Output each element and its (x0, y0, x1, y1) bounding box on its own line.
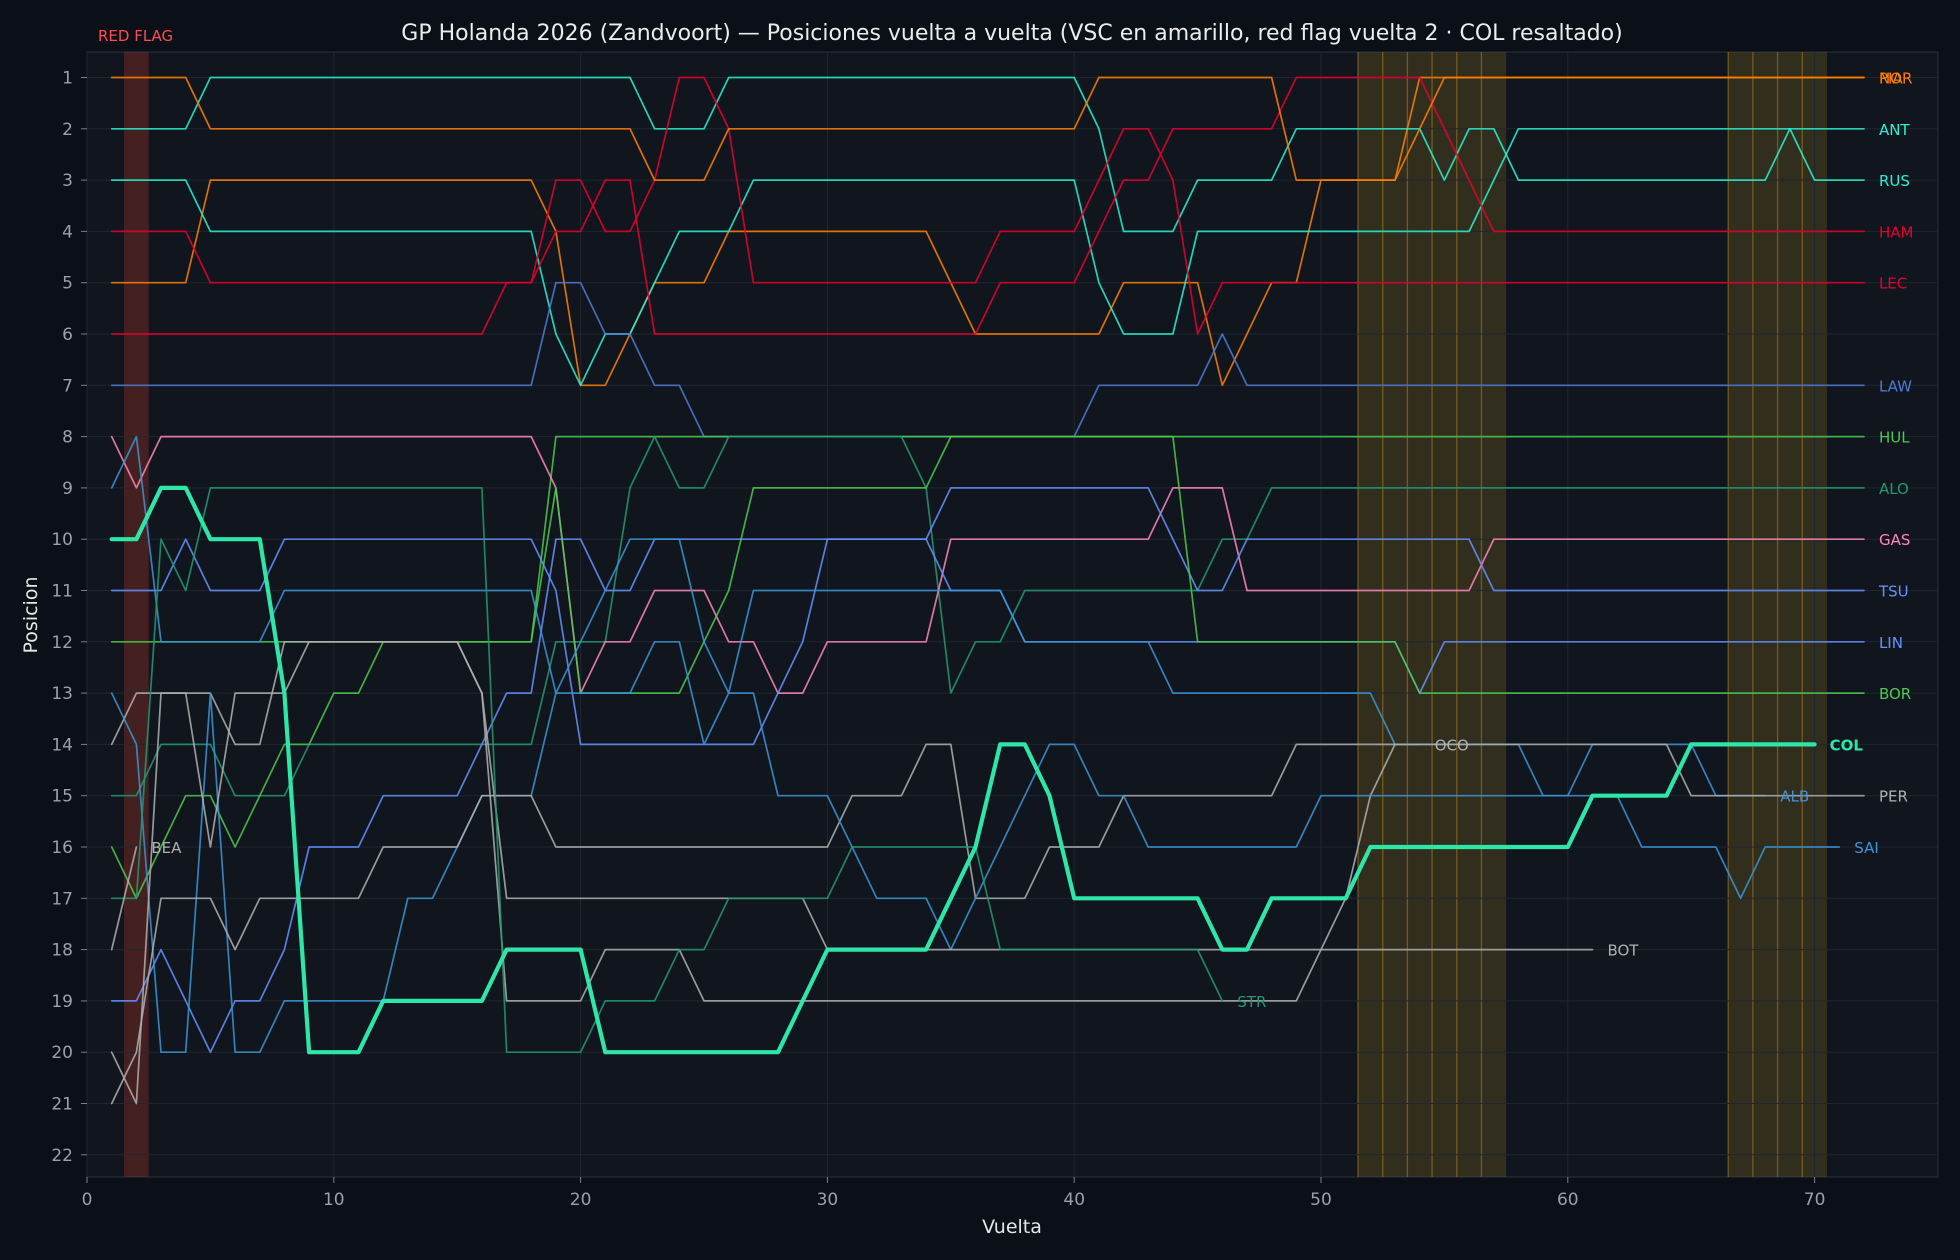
driver-lines (109, 76, 1865, 1105)
y-tick-label: 22 (51, 1146, 73, 1166)
track-status-bands (124, 52, 1827, 1177)
series-label-bot: BOT (1607, 942, 1639, 960)
x-tick-label: 60 (1557, 1190, 1579, 1210)
y-tick-label: 15 (51, 787, 73, 807)
series-label-sai: SAI (1854, 839, 1879, 857)
y-tick-label: 17 (51, 889, 73, 909)
x-axis-ticks: 0 10 20 30 40 50 60 70 (82, 1177, 1826, 1210)
chart-title: GP Holanda 2026 (Zandvoort) — Posiciones… (401, 21, 1622, 46)
series-label-gas: GAS (1879, 531, 1910, 549)
y-tick-label: 16 (51, 838, 73, 858)
series-line-ham (110, 76, 1865, 335)
driver-labels: NOR ANT RUS HAM LEC PIA LAW HUL ALO GAS TSU LIN BOR O… (151, 70, 1913, 1011)
series-label-tsu: TSU (1878, 583, 1909, 601)
series-label-rus: RUS (1879, 172, 1910, 190)
y-tick-label: 10 (51, 530, 73, 550)
series-label-per: PER (1879, 788, 1908, 806)
y-tick-label: 7 (62, 376, 73, 396)
series-line-str (110, 487, 1224, 1054)
y-axis-title: Posicion (20, 577, 42, 654)
y-tick-label: 11 (51, 582, 73, 602)
y-tick-label: 20 (51, 1043, 73, 1063)
x-tick-label: 50 (1310, 1190, 1332, 1210)
y-tick-label: 4 (62, 222, 73, 242)
series-label-oco: OCO (1435, 736, 1469, 754)
y-tick-label: 14 (51, 735, 73, 755)
red-flag-band (124, 52, 149, 1177)
y-tick-label: 3 (62, 171, 73, 191)
series-label-col: COL (1830, 736, 1864, 754)
series-line-sai (110, 435, 1841, 951)
x-tick-label: 70 (1804, 1190, 1826, 1210)
series-label-lec: LEC (1879, 275, 1907, 293)
y-tick-label: 8 (62, 428, 73, 448)
x-tick-label: 40 (1063, 1190, 1085, 1210)
series-line-lec (110, 76, 1865, 335)
series-label-nor: NOR (1879, 70, 1912, 88)
series-line-tsu (110, 487, 1865, 746)
y-tick-label: 9 (62, 479, 73, 499)
series-label-ant: ANT (1879, 121, 1910, 139)
series-label-str: STR (1237, 993, 1266, 1011)
series-line-alo (110, 435, 1865, 797)
series-label-pia: PIA (1879, 70, 1903, 88)
y-tick-label: 2 (62, 120, 73, 140)
x-tick-label: 30 (817, 1190, 839, 1210)
x-tick-label: 20 (570, 1190, 592, 1210)
x-tick-label: 0 (82, 1190, 93, 1210)
y-tick-label: 19 (51, 992, 73, 1012)
y-tick-label: 1 (62, 69, 73, 89)
red-flag-label: RED FLAG (98, 27, 173, 45)
y-tick-label: 13 (51, 684, 73, 704)
series-line-pia (110, 76, 1865, 181)
y-tick-label: 6 (62, 325, 73, 345)
series-label-ham: HAM (1879, 223, 1913, 241)
series-line-col (109, 485, 1817, 1055)
series-line-rus (110, 76, 1865, 233)
series-label-hul: HUL (1879, 429, 1910, 447)
y-tick-label: 18 (51, 941, 73, 961)
series-label-law: LAW (1879, 377, 1912, 395)
series-label-alo: ALO (1879, 480, 1909, 498)
y-tick-label: 5 (62, 274, 73, 294)
series-label-alb: ALB (1780, 788, 1809, 806)
series-label-bea: BEA (151, 839, 182, 857)
series-line-ant (110, 127, 1865, 387)
y-tick-label: 21 (51, 1095, 73, 1115)
series-label-lin: LIN (1879, 634, 1903, 652)
series-line-gas (110, 435, 1865, 694)
series-label-bor: BOR (1879, 685, 1911, 703)
y-tick-label: 12 (51, 633, 73, 653)
x-axis-title: Vuelta (982, 1216, 1042, 1238)
series-line-bea (110, 846, 138, 951)
x-tick-label: 10 (323, 1190, 345, 1210)
